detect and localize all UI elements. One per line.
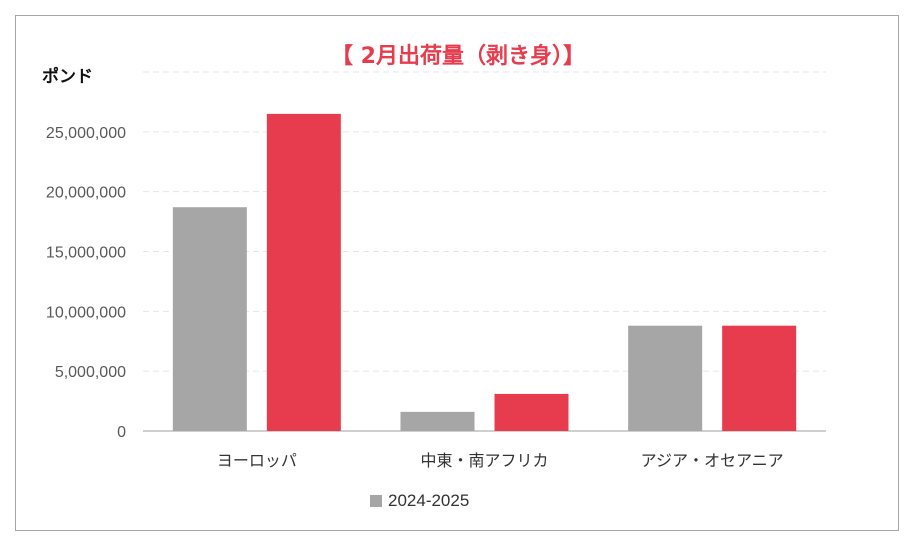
y-tick-label: 0 — [117, 424, 126, 441]
x-tick-label: 中東・南アフリカ — [420, 451, 548, 470]
y-tick-label: 25,000,000 — [46, 125, 126, 142]
legend: 2024-2025 — [370, 491, 469, 511]
bar-series-0-0 — [172, 207, 247, 431]
legend-swatch-2024-2025 — [370, 495, 382, 507]
chart-title: 【 2月出荷量（剥き身）】 — [331, 44, 585, 69]
chart-frame — [15, 15, 899, 531]
bar-series-0-1 — [400, 411, 475, 431]
y-tick-label: 5,000,000 — [55, 364, 126, 381]
y-tick-label: 15,000,000 — [46, 245, 126, 262]
x-tick-label: アジア・オセアニア — [641, 451, 784, 470]
bar-series-1-0 — [266, 113, 341, 431]
bar-series-1-2 — [722, 325, 797, 431]
y-axis-unit-label: ポンド — [42, 67, 93, 87]
legend-label-2024-2025: 2024-2025 — [388, 491, 470, 510]
bar-series-1-1 — [494, 393, 569, 431]
y-tick-label: 10,000,000 — [46, 304, 126, 321]
bar-series-0-2 — [628, 325, 703, 431]
y-tick-label: 20,000,000 — [46, 185, 126, 202]
x-tick-label: ヨーロッパ — [217, 451, 297, 470]
